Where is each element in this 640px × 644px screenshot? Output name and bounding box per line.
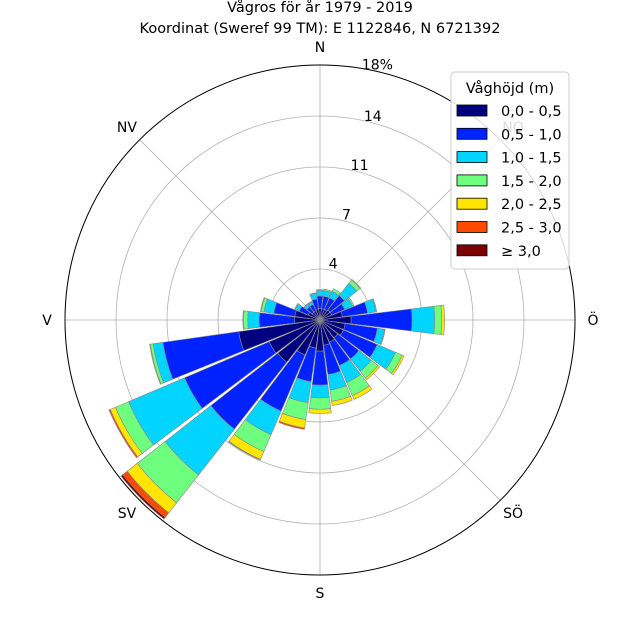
rose-bar-segment: [273, 302, 297, 317]
legend-swatch: [456, 104, 488, 117]
rose-bar-segment: [331, 395, 353, 406]
legend-label: 1,5 - 2,0: [501, 174, 562, 190]
rose-bar-segment: [108, 409, 139, 459]
rose-bar-segment: [316, 289, 324, 291]
legend-swatch: [456, 151, 488, 164]
legend-title: Våghöjd (m): [466, 80, 554, 97]
legend-swatch: [456, 244, 488, 257]
rose-bar-segment: [365, 365, 381, 381]
chart-title: Vågros för år 1979 - 2019: [227, 0, 413, 16]
rose-bar-segment: [243, 310, 249, 330]
rose-bar-segment: [308, 408, 332, 414]
legend: Våghöjd (m) 0,0 - 0,5 0,5 - 1,0 1,0 - 1,5 1,…: [450, 71, 570, 270]
rose-bar-segment: [247, 310, 260, 330]
direction-label: NV: [117, 120, 137, 136]
rose-bar-segment: [323, 288, 333, 293]
rose-bar-segment: [149, 343, 162, 385]
rose-bar-segment: [316, 289, 324, 297]
chart-subtitle: Koordinat (Sweref 99 TM): E 1122846, N 6…: [140, 21, 501, 37]
grid-spoke: [139, 139, 321, 321]
rose-bars: [108, 278, 445, 520]
direction-label: SV: [118, 506, 137, 522]
rose-bar-segment: [433, 305, 443, 335]
direction-label: S: [316, 586, 325, 602]
rose-bar-segment: [390, 354, 405, 376]
direction-label: V: [42, 313, 52, 329]
legend-swatch: [456, 174, 488, 187]
rose-bar-segment: [380, 328, 386, 345]
rose-bar-segment: [351, 385, 373, 400]
rose-bar-segment: [120, 474, 166, 520]
rose-bar-segment: [303, 303, 309, 309]
radial-tick-label: 11: [351, 158, 369, 174]
legend-label: 1,0 - 1,5: [501, 151, 562, 167]
radial-tick-label: 4: [329, 257, 338, 273]
rose-bar-segment: [331, 288, 341, 296]
legend-label: 2,0 - 2,5: [501, 197, 562, 213]
rose-bar-segment: [309, 292, 317, 296]
rose-bar-segment: [347, 297, 355, 307]
outer-ring: [64, 64, 576, 576]
rose-bar-segment: [440, 304, 445, 336]
radial-tick-label: 7: [342, 207, 351, 223]
rose-bar-segment: [372, 298, 378, 313]
rose-bar-segment: [411, 305, 436, 335]
legend-label: 2,5 - 3,0: [501, 221, 562, 237]
rose-bar-segment: [294, 302, 299, 310]
direction-label: SÖ: [503, 504, 523, 522]
radial-tick-label: 18%: [362, 58, 393, 74]
rose-bar-segment: [228, 440, 261, 461]
rose-bar-segment: [351, 278, 362, 289]
rose-bar-segment: [307, 300, 313, 305]
rose-bar-segment: [242, 310, 245, 330]
rose-bar-segment: [308, 397, 332, 410]
radial-tick-label: 14: [364, 109, 382, 125]
rose-bar-segment: [278, 420, 305, 430]
direction-label: Ö: [587, 311, 598, 329]
legend-label: 0,0 - 0,5: [501, 104, 562, 120]
legend-swatch: [456, 197, 488, 210]
legend-swatch: [456, 221, 488, 233]
legend-swatch: [456, 127, 488, 140]
legend-label: 0,5 - 1,0: [501, 127, 562, 143]
rose-bar-segment: [310, 384, 330, 399]
direction-label: N: [315, 40, 325, 56]
rose-bar-segment: [260, 297, 266, 312]
legend-label: ≥ 3,0: [501, 244, 541, 260]
legend-box: [450, 71, 570, 270]
